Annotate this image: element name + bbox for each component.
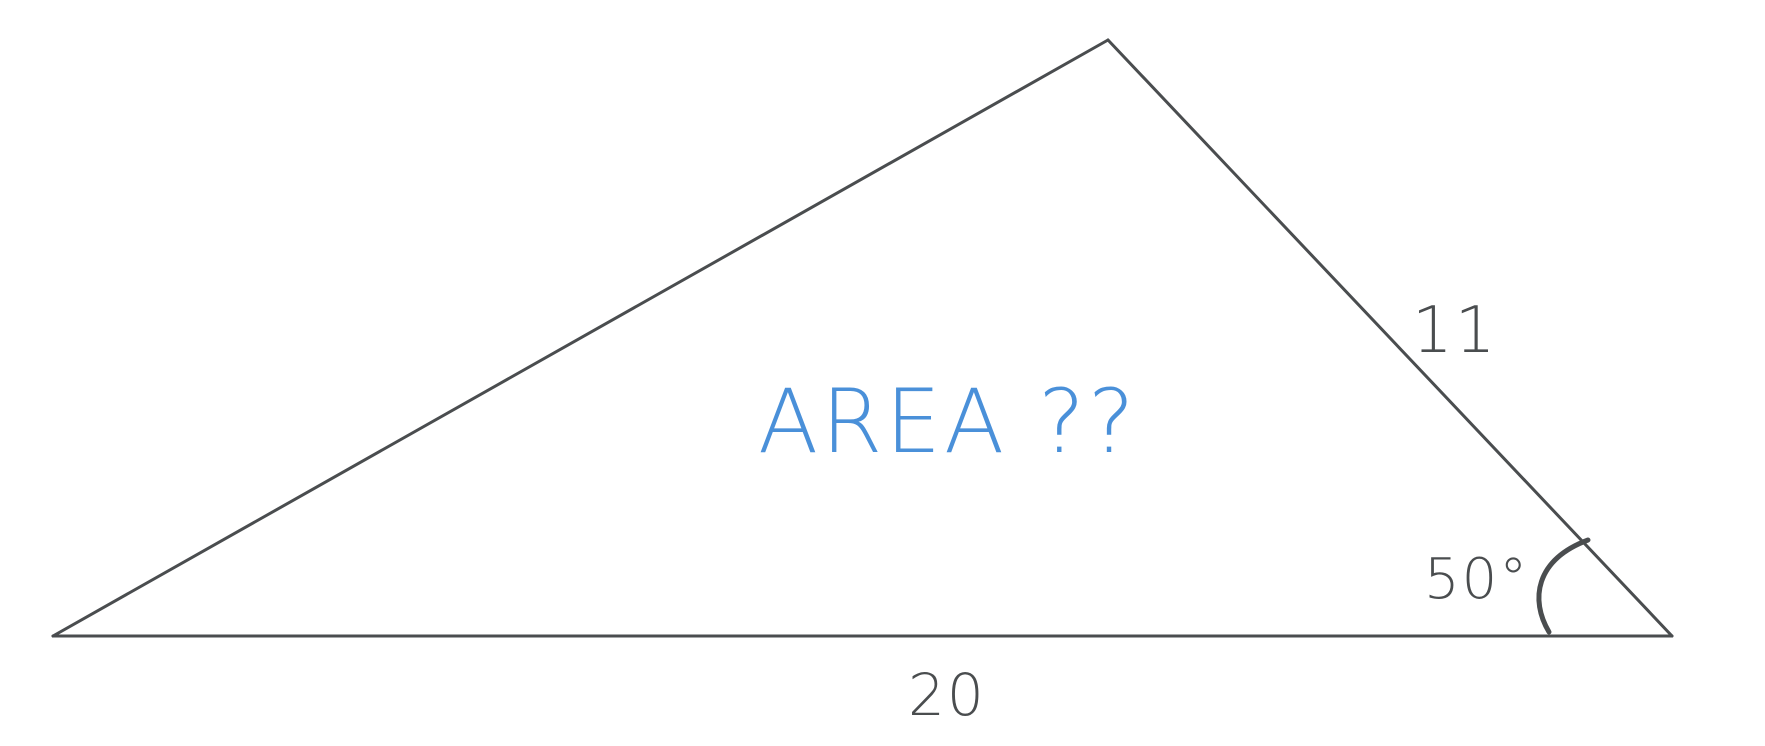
edge-right — [1106, 38, 1674, 638]
side-bottom-label: 20 — [908, 661, 986, 729]
angle-label: 50° — [1424, 547, 1529, 612]
side-right-label: 11 — [1412, 294, 1497, 368]
area-question-label: AREA ?? — [758, 370, 1138, 473]
edge-left — [51, 38, 1110, 638]
angle-arc — [1536, 537, 1591, 635]
